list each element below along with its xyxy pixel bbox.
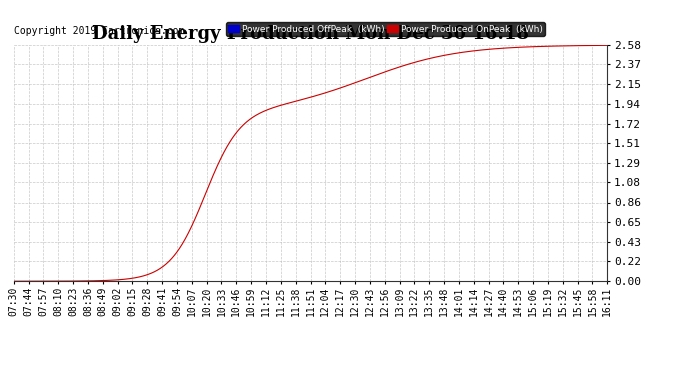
Legend: Power Produced OffPeak  (kWh), Power Produced OnPeak  (kWh): Power Produced OffPeak (kWh), Power Prod… (226, 22, 545, 36)
Text: Copyright 2019 Cartronics.com: Copyright 2019 Cartronics.com (14, 26, 184, 36)
Title: Daily Energy Production Mon Dec 30 16:18: Daily Energy Production Mon Dec 30 16:18 (92, 26, 529, 44)
